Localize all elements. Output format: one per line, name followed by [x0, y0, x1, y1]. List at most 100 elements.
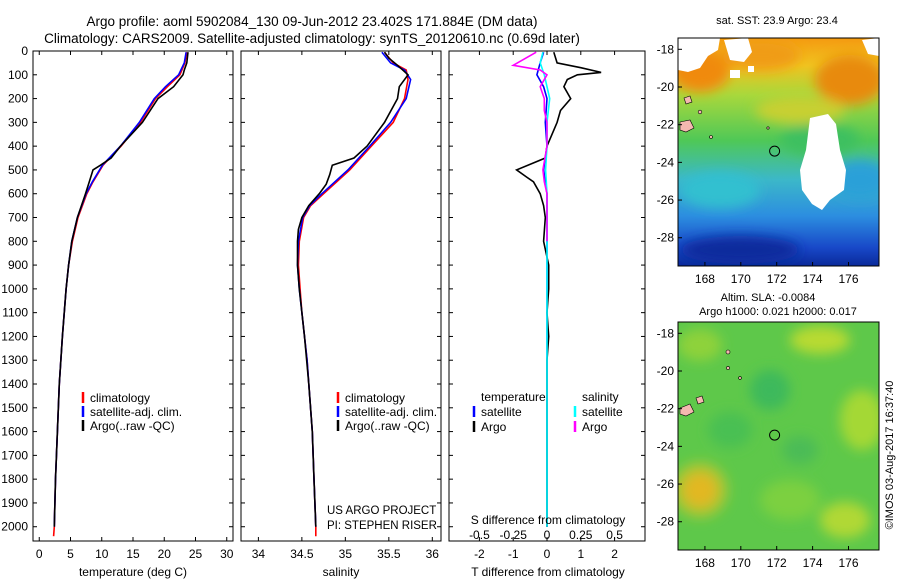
salinity-series — [296, 51, 412, 537]
depth-tick-label: 1700 — [1, 448, 28, 462]
temperature-legend-label-2: Argo(..raw -QC) — [90, 419, 175, 433]
difference-legend-label-0: satellite — [481, 405, 522, 419]
sst-heatmap — [678, 38, 879, 266]
sla-map-panel: Altim. SLA: -0.0084 Argo h1000: 0.021 h2… — [657, 292, 880, 570]
temperature-series-line-1 — [53, 52, 187, 527]
sla-map-lon-label: 174 — [803, 556, 823, 570]
sla-map-lat-label: -22 — [657, 402, 675, 416]
difference-series-line-1 — [514, 51, 602, 527]
temperature-xtick-label: 10 — [95, 547, 109, 561]
temperature-plot-frame — [32, 50, 234, 542]
s-difference-tick-label: 0.5 — [606, 528, 623, 542]
sla-map-title-line1: Altim. SLA: -0.0084 — [721, 292, 816, 304]
sla-argo-position-marker — [769, 429, 781, 441]
difference-x-axis: -2 -1 0 1 2 — [474, 51, 618, 561]
salinity-legend-label-1: satellite-adj. clim. — [345, 405, 437, 419]
temperature-x-axis: 0 5 10 15 20 25 30 — [36, 51, 234, 561]
difference-xtick-label: -1 — [508, 547, 519, 561]
sst-argo-position-marker — [769, 145, 781, 157]
depth-tick-label: 1200 — [1, 329, 28, 343]
salinity-panel: 34 34.5 35 35.5 36 climatologysatellite-adj.… — [240, 50, 442, 579]
temperature-xtick-label: 25 — [189, 547, 203, 561]
sst-map-lon-label: 174 — [803, 272, 823, 286]
temperature-series-line-0 — [52, 52, 188, 537]
temperature-series-line-2 — [53, 52, 189, 527]
s-difference-tick-label: 0.25 — [569, 528, 593, 542]
sst-map-lat-label: -26 — [657, 193, 675, 207]
salinity-xtick-label: 36 — [426, 547, 440, 561]
s-difference-label: S difference from climatology — [471, 513, 626, 527]
salinity-xtick-label: 34.5 — [290, 547, 314, 561]
temperature-xtick-label: 0 — [36, 547, 43, 561]
temperature-legend-label-1: satellite-adj. clim. — [90, 405, 182, 419]
difference-xtick-label: 0 — [544, 547, 551, 561]
salinity-series-line-0 — [297, 51, 409, 537]
sla-map-lon-label: 168 — [695, 556, 715, 570]
salinity-legend-label-0: climatology — [345, 391, 405, 405]
difference-panel: -2 -1 0 1 2 temperature salinitysatelliteArgo… — [448, 50, 646, 579]
s-difference-tick-label: -0.5 — [469, 528, 490, 542]
difference-xtick-label: -2 — [474, 547, 485, 561]
temperature-legend-label-0: climatology — [90, 391, 150, 405]
sla-map-lat-label: -20 — [657, 364, 675, 378]
depth-axis: 0 100 200 300 400 500 600 700 800 900 1000 1100 1200… — [1, 44, 645, 534]
salinity-xlabel: salinity — [323, 565, 360, 579]
imos-credit: ©IMOS 03-Aug-2017 16:37:40 — [884, 381, 896, 530]
sst-map-title: sat. SST: 23.9 Argo: 23.4 — [716, 15, 838, 27]
s-difference-ticks: -0.5 -0.25 0 0.25 0.5 — [469, 528, 623, 542]
sst-islands — [679, 95, 770, 139]
depth-tick-label: 800 — [8, 234, 28, 248]
depth-tick-label: 600 — [8, 187, 28, 201]
temperature-panel: 0100200300400500600700800900100011001200… — [1, 44, 645, 579]
s-difference-tick-label: 0 — [544, 528, 551, 542]
sla-map-lon-label: 172 — [767, 556, 787, 570]
sst-map-lat-label: -22 — [657, 118, 675, 132]
depth-tick-label: 1500 — [1, 401, 28, 415]
sla-heatmap — [678, 322, 879, 550]
sla-map-frame — [677, 321, 880, 551]
sla-map-lon-label: 176 — [838, 556, 858, 570]
difference-series-line-3 — [510, 51, 549, 242]
depth-tick-label: 100 — [8, 68, 28, 82]
difference-series-line-0 — [536, 51, 548, 527]
depth-tick-label: 0 — [21, 44, 28, 58]
sst-map-lon-label: 176 — [838, 272, 858, 286]
sst-map-lat-label: -24 — [657, 155, 675, 169]
sst-map-axes: 168 170 172 174 176 -18 -20 -22 -24 -26 -28 — [657, 42, 859, 286]
figure-title-line1: Argo profile: aoml 5902084_130 09-Jun-20… — [86, 14, 537, 29]
sst-cloud-mask — [678, 38, 879, 210]
depth-tick-label: 1000 — [1, 282, 28, 296]
depth-tick-label: 200 — [8, 92, 28, 106]
difference-legend: temperature salinitysatelliteArgosatellit… — [472, 390, 623, 434]
sla-islands — [679, 349, 742, 417]
difference-series-line-2 — [539, 52, 551, 527]
sst-map-lat-label: -18 — [657, 42, 675, 56]
salinity-series-line-1 — [296, 51, 412, 527]
depth-tick-label: 2000 — [1, 520, 28, 534]
legend-header-salinity: salinity — [582, 390, 619, 404]
sst-map-lat-label: -20 — [657, 80, 675, 94]
sst-map-panel: sat. SST: 23.9 Argo: 23.4 — [657, 15, 880, 286]
salinity-plot-frame — [240, 50, 442, 542]
temperature-xtick-label: 5 — [67, 547, 74, 561]
salinity-legend-label-2: Argo(..raw -QC) — [345, 419, 430, 433]
temperature-xtick-label: 20 — [158, 547, 172, 561]
difference-legend-label-3: Argo — [582, 420, 608, 434]
salinity-xtick-label: 35 — [339, 547, 353, 561]
temperature-xlabel: temperature (deg C) — [79, 565, 187, 579]
sla-map-lat-label: -24 — [657, 439, 675, 453]
depth-tick-label: 300 — [8, 115, 28, 129]
sla-map-lon-label: 170 — [731, 556, 751, 570]
depth-tick-label: 1800 — [1, 472, 28, 486]
project-note-line2: PI: STEPHEN RISER — [327, 520, 437, 532]
figure-title-line2: Climatology: CARS2009. Satellite-adjuste… — [44, 31, 580, 46]
difference-series — [510, 51, 602, 527]
depth-tick-label: 400 — [8, 139, 28, 153]
depth-tick-label: 1100 — [2, 306, 28, 320]
depth-tick-label: 1300 — [1, 353, 28, 367]
sst-map-lon-label: 170 — [731, 272, 751, 286]
temperature-xtick-label: 30 — [220, 547, 234, 561]
